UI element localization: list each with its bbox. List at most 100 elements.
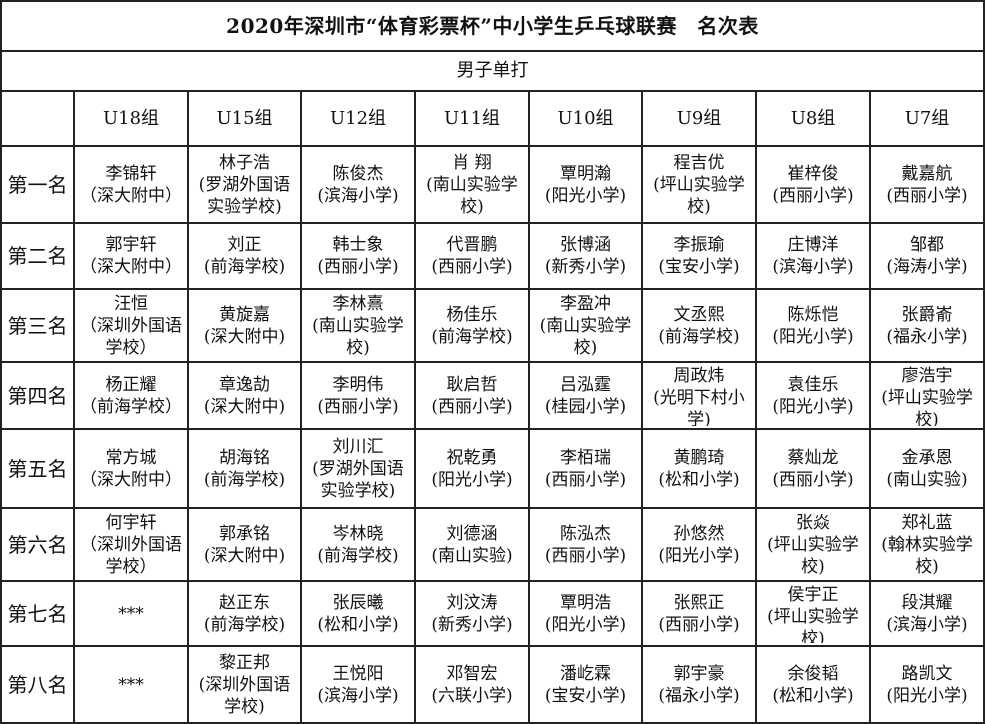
player-school: (前海学校) bbox=[203, 469, 286, 490]
player-cell: 李明伟 (西丽小学) bbox=[300, 361, 416, 430]
player-name: 戴嘉航 bbox=[901, 163, 953, 184]
player-name: 张熙正 bbox=[673, 592, 725, 613]
player-school: (坪山实验学校) bbox=[767, 607, 859, 643]
player-cell: 张博涵 (新秀小学) bbox=[528, 222, 643, 290]
player-school: （深大附中） bbox=[80, 185, 182, 206]
player-school: (罗湖外国语实验学校) bbox=[312, 458, 404, 501]
rank-label: 第三名 bbox=[0, 288, 75, 363]
player-name: 陈泓杰 bbox=[560, 523, 611, 544]
player-cell: 周政炜 (光明下村小学) bbox=[641, 361, 757, 430]
player-school: (西丽小学) bbox=[317, 396, 399, 417]
player-cell: 黄旋嘉 (深大附中) bbox=[187, 288, 302, 363]
group-header: U18组 bbox=[73, 90, 189, 147]
rank-label: 第六名 bbox=[0, 507, 75, 582]
player-school: (南山实验学校) bbox=[312, 315, 404, 358]
player-school: (福永小学) bbox=[886, 326, 968, 347]
player-school: (桂园小学) bbox=[544, 396, 627, 417]
player-name: 李锦轩 bbox=[105, 163, 157, 184]
player-name: 赵正东 bbox=[219, 592, 270, 613]
player-cell: 赵正东 (前海学校) bbox=[187, 580, 302, 647]
player-name: 王悦阳 bbox=[332, 663, 384, 684]
player-cell: 陈俊杰 (滨海小学) bbox=[300, 145, 416, 224]
player-name: 杨正耀 bbox=[105, 374, 157, 395]
player-name: 金承恩 bbox=[901, 447, 953, 468]
player-cell: 陈烁恺 (阳光小学) bbox=[755, 288, 871, 363]
player-cell: 邹都 (海涛小学) bbox=[868, 222, 985, 290]
player-school: (西丽小学) bbox=[431, 396, 513, 417]
player-cell: 路凯文 (阳光小学) bbox=[868, 645, 985, 724]
player-name: 郭宇豪 bbox=[673, 663, 725, 684]
event-subtitle: 男子单打 bbox=[0, 50, 985, 92]
player-school: （前海学校） bbox=[80, 396, 182, 417]
rank-label: 第一名 bbox=[0, 145, 75, 224]
player-name: 路凯文 bbox=[901, 663, 953, 684]
player-name: 张博涵 bbox=[560, 235, 611, 255]
player-school: (西丽小学) bbox=[772, 185, 854, 206]
page-title: 2020年深圳市“体育彩票杯”中小学生乒乓球联赛 名次表 bbox=[0, 0, 985, 52]
player-name: 杨佳乐 bbox=[446, 304, 498, 325]
player-cell: 代晋鹏 (西丽小学) bbox=[414, 222, 530, 290]
rank-label: 第五名 bbox=[0, 428, 75, 509]
player-name: 袁佳乐 bbox=[787, 374, 839, 395]
player-cell: 常方城 （深大附中） bbox=[73, 428, 189, 509]
player-school: (坪山实验学校) bbox=[653, 174, 745, 217]
player-school: (前海学校) bbox=[203, 257, 286, 277]
player-cell: 潘屹霖 (宝安小学) bbox=[528, 645, 643, 724]
player-school: (西丽小学) bbox=[431, 257, 513, 277]
player-school: (南山实验学校) bbox=[539, 315, 632, 358]
player-cell: *** bbox=[73, 580, 189, 647]
player-name: *** bbox=[118, 674, 144, 695]
player-cell: 陈泓杰 (西丽小学) bbox=[528, 507, 643, 582]
player-cell: 余俊韬 (松和小学) bbox=[755, 645, 871, 724]
player-school: （深圳外国语学校） bbox=[80, 315, 182, 358]
rank-label: 第二名 bbox=[0, 222, 75, 290]
player-name: 段淇耀 bbox=[901, 592, 953, 613]
player-cell: 张辰曦 (松和小学) bbox=[300, 580, 416, 647]
player-name: 黄鹏琦 bbox=[673, 447, 725, 468]
player-name: 李盈冲 bbox=[560, 293, 611, 314]
player-name: 耿启哲 bbox=[446, 374, 498, 395]
player-school: (阳光小学) bbox=[886, 685, 968, 706]
player-cell: 侯宇正 (坪山实验学校) bbox=[755, 580, 871, 647]
player-cell: 刘川汇 (罗湖外国语实验学校) bbox=[300, 428, 416, 509]
player-school: (深大附中) bbox=[203, 326, 286, 347]
player-cell: 李盈冲 (南山实验学校) bbox=[528, 288, 643, 363]
player-school: (滨海小学) bbox=[886, 614, 968, 635]
player-cell: 王悦阳 (滨海小学) bbox=[300, 645, 416, 724]
player-school: (南山实验) bbox=[431, 545, 513, 566]
player-cell: 覃明浩 (阳光小学) bbox=[528, 580, 643, 647]
player-school: (滨海小学) bbox=[772, 257, 854, 277]
player-school: (翰林实验学校) bbox=[881, 534, 973, 577]
player-school: (前海学校) bbox=[317, 545, 399, 566]
group-header: U10组 bbox=[528, 90, 643, 147]
player-school: (西丽小学) bbox=[886, 185, 968, 206]
player-name: 章逸劼 bbox=[219, 374, 270, 395]
player-name: 韩士象 bbox=[332, 235, 384, 255]
player-name: 邹都 bbox=[910, 235, 944, 255]
player-cell: 郑礼蓝 (翰林实验学校) bbox=[868, 507, 985, 582]
player-name: 覃明浩 bbox=[560, 592, 611, 613]
player-name: 潘屹霖 bbox=[560, 663, 611, 684]
player-cell: 刘正 (前海学校) bbox=[187, 222, 302, 290]
player-cell: 耿启哲 (西丽小学) bbox=[414, 361, 530, 430]
player-name: 覃明瀚 bbox=[560, 163, 611, 184]
player-cell: 胡海铭 (前海学校) bbox=[187, 428, 302, 509]
player-name: 李栢瑞 bbox=[560, 447, 611, 468]
player-cell: 廖浩宇 (坪山实验学校) bbox=[868, 361, 985, 430]
player-cell: 郭承铭 (深大附中) bbox=[187, 507, 302, 582]
player-name: 何宇轩 bbox=[105, 512, 157, 533]
player-name: 庄博洋 bbox=[787, 235, 839, 255]
player-name: 廖浩宇 bbox=[901, 366, 953, 386]
player-name: 文丞熙 bbox=[673, 304, 725, 325]
player-name: 肖 翔 bbox=[452, 152, 492, 173]
player-cell: 黄鹏琦 (松和小学) bbox=[641, 428, 757, 509]
player-name: 张辰曦 bbox=[332, 592, 384, 613]
player-school: (新秀小学) bbox=[431, 614, 513, 635]
player-school: (罗湖外国语实验学校) bbox=[198, 174, 291, 217]
player-school: (宝安小学) bbox=[658, 257, 740, 277]
player-cell: 郭宇轩 （深大附中） bbox=[73, 222, 189, 290]
player-cell: 刘汶涛 (新秀小学) bbox=[414, 580, 530, 647]
rank-row: 第二名 郭宇轩 （深大附中） 刘正 (前海学校) 韩士象 (西丽小学) 代晋鹏 (西丽小学) 张博… bbox=[0, 222, 985, 290]
player-name: 郭宇轩 bbox=[105, 235, 157, 255]
